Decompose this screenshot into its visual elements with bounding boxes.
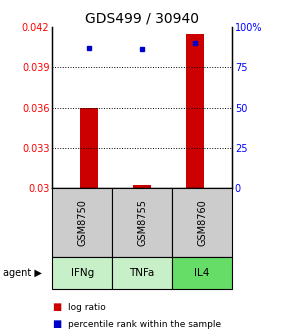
Text: GSM8750: GSM8750 bbox=[77, 199, 87, 246]
Bar bbox=[80, 108, 99, 188]
Text: GSM8760: GSM8760 bbox=[197, 199, 207, 246]
Bar bbox=[186, 34, 204, 188]
Text: percentile rank within the sample: percentile rank within the sample bbox=[68, 320, 221, 329]
Text: ■: ■ bbox=[52, 319, 61, 329]
Text: IL4: IL4 bbox=[194, 268, 210, 278]
Text: IFNg: IFNg bbox=[70, 268, 94, 278]
Title: GDS499 / 30940: GDS499 / 30940 bbox=[85, 12, 199, 26]
Text: ■: ■ bbox=[52, 302, 61, 312]
Text: log ratio: log ratio bbox=[68, 303, 106, 312]
Text: GSM8755: GSM8755 bbox=[137, 199, 147, 246]
Text: agent ▶: agent ▶ bbox=[3, 268, 42, 278]
Text: TNFa: TNFa bbox=[129, 268, 155, 278]
Bar bbox=[133, 185, 151, 188]
